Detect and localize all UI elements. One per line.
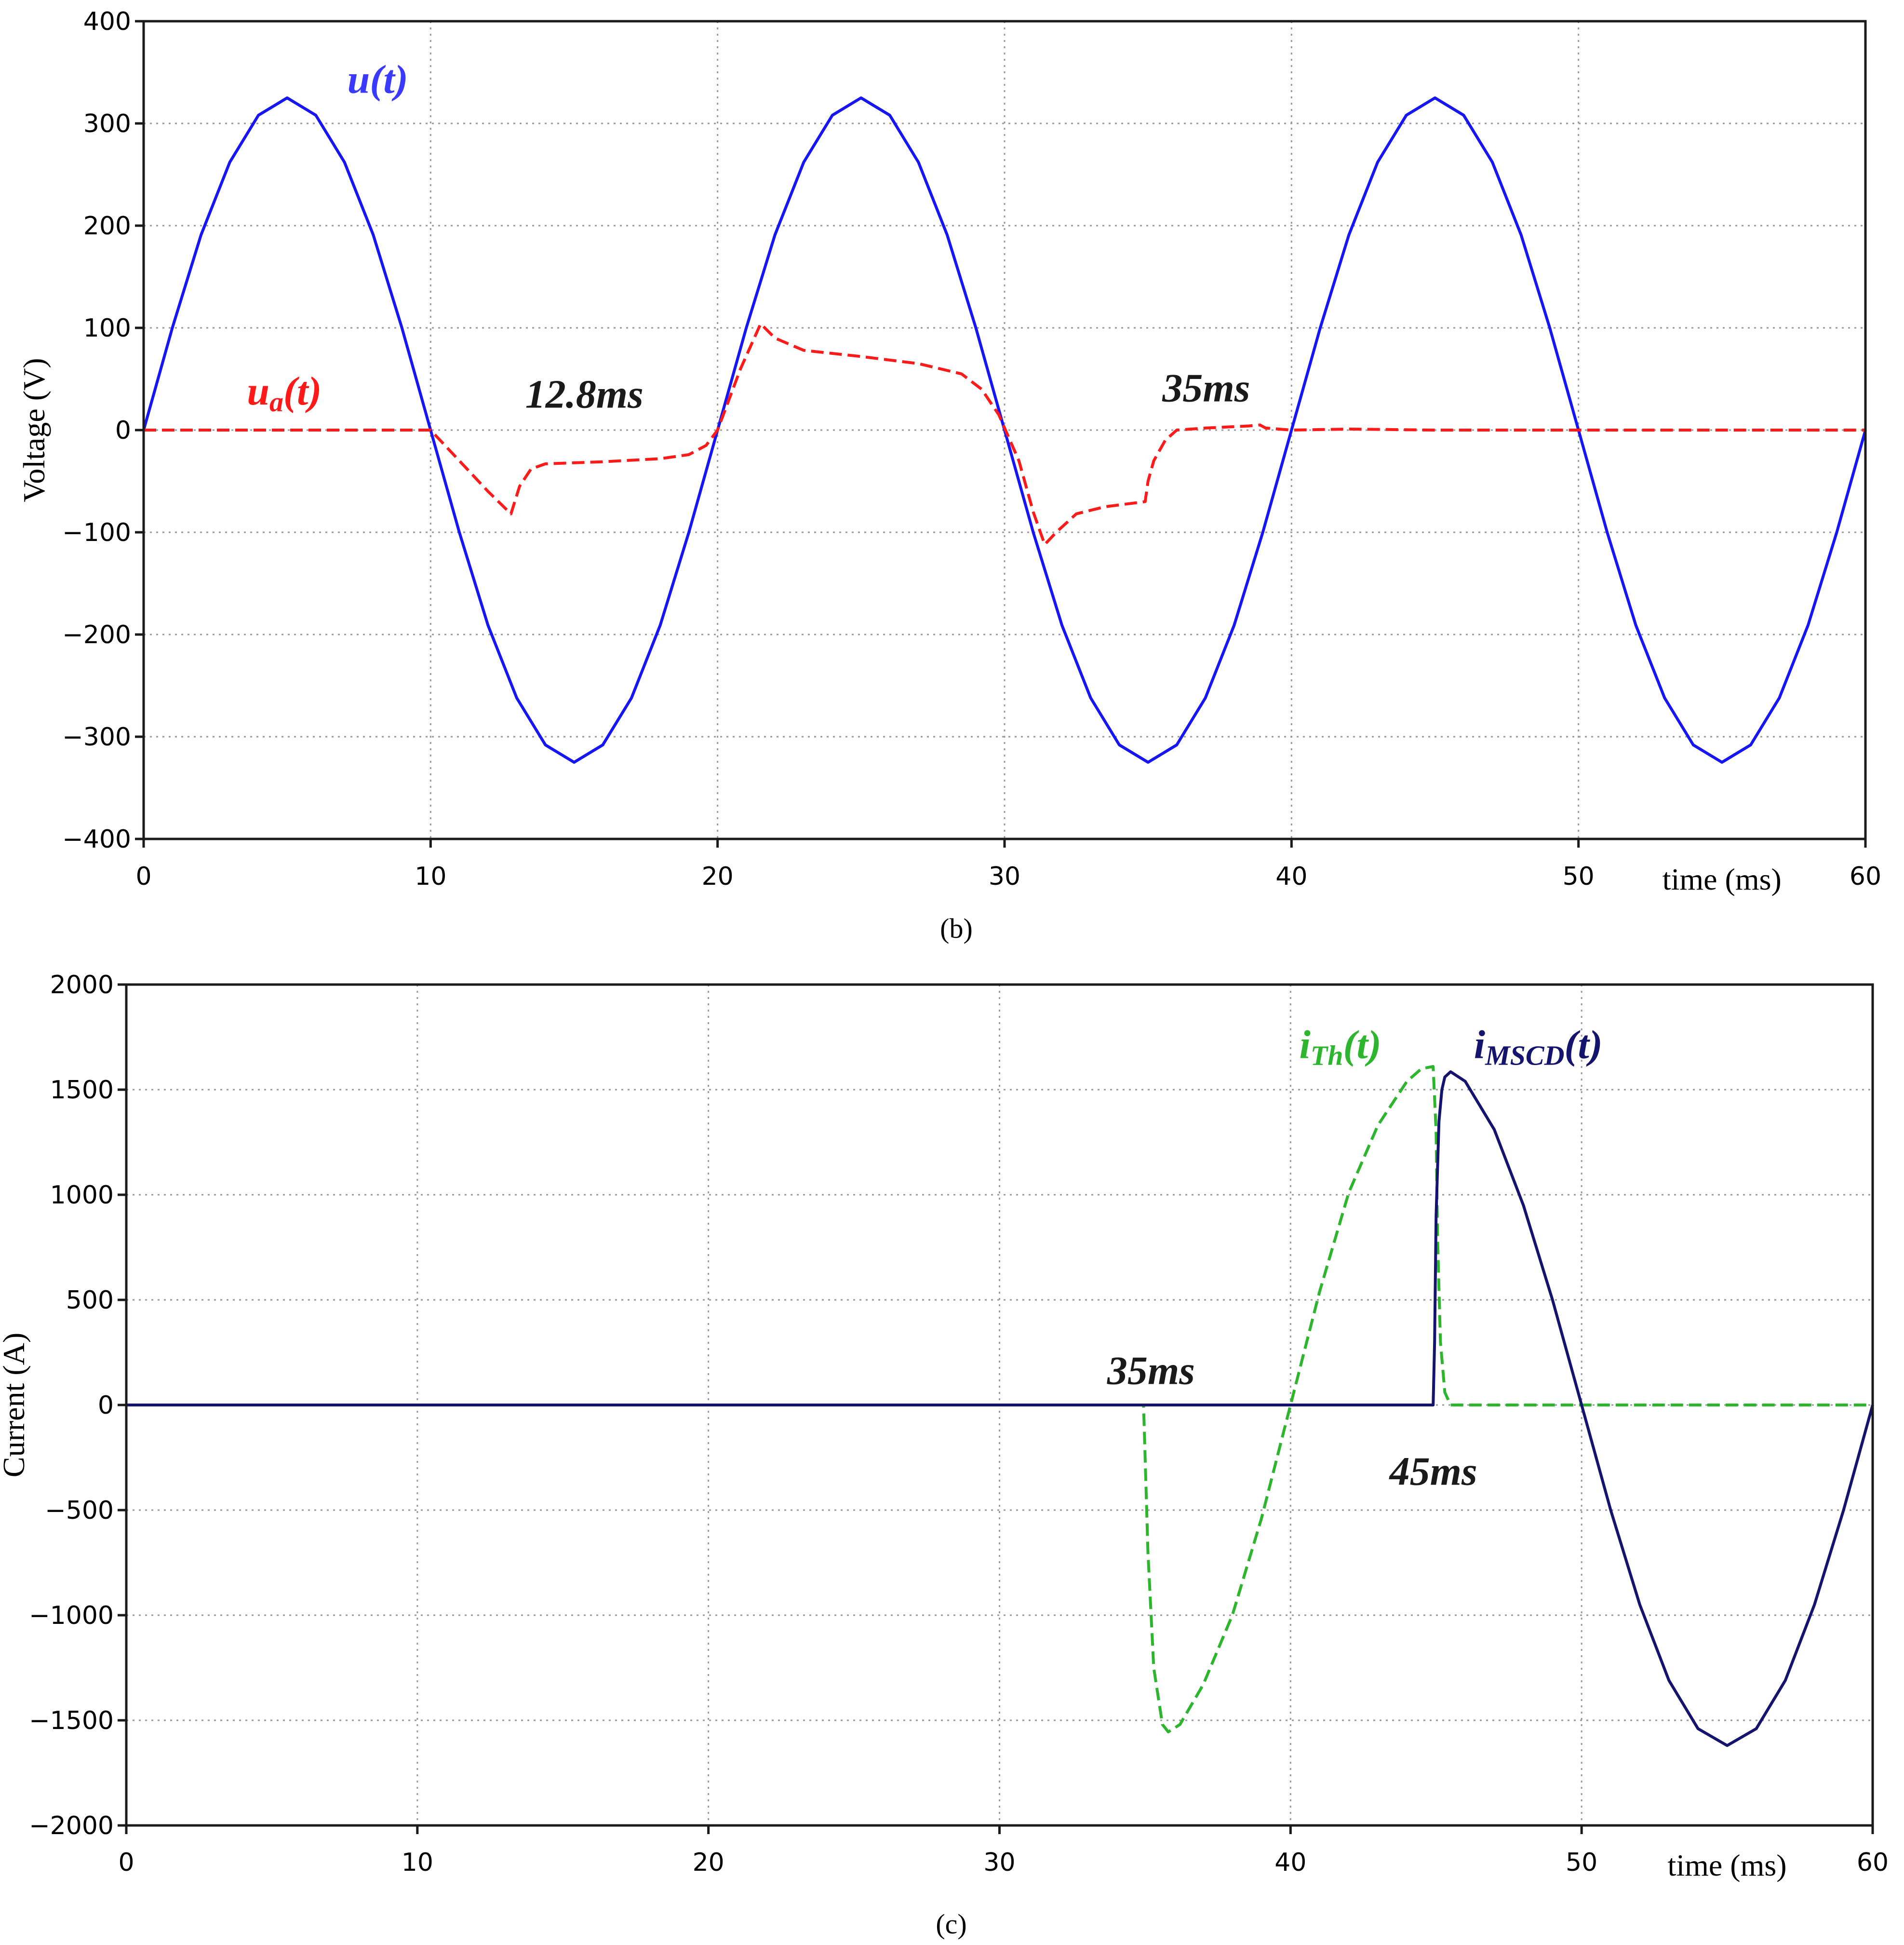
x-tick-label: 0 [135,862,151,891]
x-tick-label: 10 [415,862,446,891]
x-tick-label: 40 [1275,862,1307,891]
y-tick-label: −1500 [29,1706,114,1735]
x-tick-label: 20 [702,862,734,891]
panel-caption: (c) [936,1908,966,1940]
series-annotation: ua(t) [247,369,322,418]
chart-panel-c: 0 10 20 30 40 50 60 2000 1500 1000 500 0 −500 −1000 −1… [0,971,1889,1940]
y-tick-label: 300 [83,109,131,138]
x-axis-title: time (ms) [1663,862,1782,896]
chart-panel-b: 0 10 20 30 40 50 60 400 300 200 100 0 −100 −200 −300 −4… [17,7,1881,944]
x-tick-label: 20 [693,1848,724,1877]
y-tick-label: 0 [98,1391,114,1420]
x-tick-label: 10 [402,1848,433,1877]
y-tick-label: −100 [62,518,131,547]
x-tick-label: 40 [1274,1848,1306,1877]
series-line-uat [144,322,1865,546]
x-tick-label: 60 [1857,1848,1889,1877]
y-axis-title: Current (A) [0,1333,31,1477]
y-tick-label: −200 [62,621,131,649]
series-annotation: 45ms [1389,1449,1477,1494]
y-tick-label: −500 [45,1496,114,1525]
series-line-imscdt [126,1070,1874,1747]
y-tick-label: −2000 [29,1811,114,1840]
x-tick-label: 30 [983,1848,1015,1877]
y-tick-label: 0 [115,416,131,445]
y-tick-label: −300 [62,723,131,752]
y-tick-label: 1000 [50,1181,114,1210]
series-annotation: iMSCD(t) [1474,1023,1603,1071]
series-annotation: 35ms [1107,1348,1195,1393]
y-tick-label: 200 [83,212,131,241]
series-line-itht [126,1065,1873,1733]
y-tick-label: −400 [62,825,131,854]
y-tick-label: −1000 [29,1601,114,1630]
y-tick-label: 100 [83,314,131,343]
panel-caption: (b) [940,913,973,944]
x-tick-label: 60 [1850,862,1881,891]
x-axis-title: time (ms) [1668,1848,1787,1882]
series-annotation: 35ms [1162,366,1250,411]
y-tick-label: 2000 [50,971,114,1000]
series-annotation: 12.8ms [525,372,644,417]
y-tick-label: 1500 [50,1076,114,1105]
x-tick-label: 30 [989,862,1020,891]
y-axis-title: Voltage (V) [17,358,51,502]
series-annotation: u(t) [348,57,408,102]
series-annotation: iTh(t) [1299,1023,1381,1071]
y-tick-label: 400 [83,7,131,36]
x-tick-label: 0 [118,1848,134,1877]
y-tick-label: 500 [66,1286,114,1315]
x-tick-label: 50 [1566,1848,1597,1877]
x-tick-label: 50 [1563,862,1595,891]
